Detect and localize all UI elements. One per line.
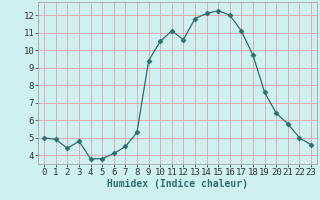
X-axis label: Humidex (Indice chaleur): Humidex (Indice chaleur) bbox=[107, 179, 248, 189]
